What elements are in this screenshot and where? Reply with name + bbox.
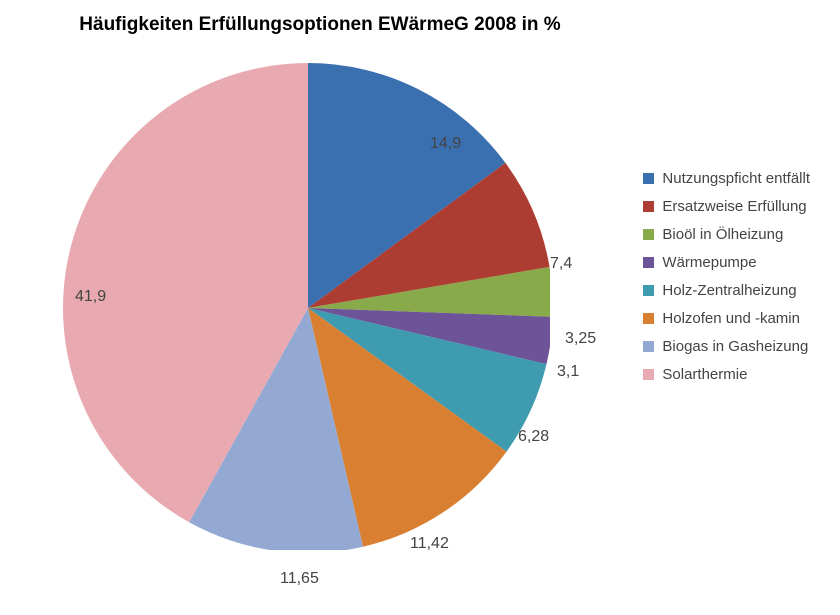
legend-label: Ersatzweise Erfüllung bbox=[662, 198, 806, 215]
pie-svg bbox=[60, 60, 550, 550]
legend-swatch bbox=[643, 201, 654, 212]
slice-value-label: 6,28 bbox=[518, 428, 549, 446]
legend-item: Ersatzweise Erfüllung bbox=[643, 198, 810, 215]
legend-label: Solarthermie bbox=[662, 366, 747, 383]
legend-swatch bbox=[643, 369, 654, 380]
legend-swatch bbox=[643, 229, 654, 240]
slice-value-label: 7,4 bbox=[550, 255, 572, 273]
slice-value-label: 3,25 bbox=[565, 330, 596, 348]
legend-swatch bbox=[643, 341, 654, 352]
legend-label: Nutzungspficht entfällt bbox=[662, 170, 810, 187]
slice-value-label: 3,1 bbox=[557, 363, 579, 381]
legend-swatch bbox=[643, 257, 654, 268]
slice-value-label: 41,9 bbox=[75, 288, 106, 306]
legend-label: Bioöl in Ölheizung bbox=[662, 226, 783, 243]
legend-label: Wärmepumpe bbox=[662, 254, 756, 271]
pie-chart: 14,97,43,253,16,2811,4211,6541,9 bbox=[60, 60, 550, 555]
legend-item: Biogas in Gasheizung bbox=[643, 338, 810, 355]
slice-value-label: 11,42 bbox=[410, 535, 449, 553]
legend: Nutzungspficht entfällt Ersatzweise Erfül… bbox=[643, 170, 810, 383]
legend-item: Solarthermie bbox=[643, 366, 810, 383]
legend-item: Holzofen und -kamin bbox=[643, 310, 810, 327]
legend-swatch bbox=[643, 313, 654, 324]
chart-title: Häufigkeiten Erfüllungsoptionen EWärmeG … bbox=[0, 14, 640, 36]
slice-value-label: 14,9 bbox=[430, 135, 461, 153]
legend-item: Nutzungspficht entfällt bbox=[643, 170, 810, 187]
legend-swatch bbox=[643, 285, 654, 296]
legend-label: Biogas in Gasheizung bbox=[662, 338, 808, 355]
legend-swatch bbox=[643, 173, 654, 184]
legend-label: Holz-Zentralheizung bbox=[662, 282, 796, 299]
legend-item: Holz-Zentralheizung bbox=[643, 282, 810, 299]
legend-label: Holzofen und -kamin bbox=[662, 310, 800, 327]
legend-item: Bioöl in Ölheizung bbox=[643, 226, 810, 243]
legend-item: Wärmepumpe bbox=[643, 254, 810, 271]
slice-value-label: 11,65 bbox=[280, 570, 319, 588]
